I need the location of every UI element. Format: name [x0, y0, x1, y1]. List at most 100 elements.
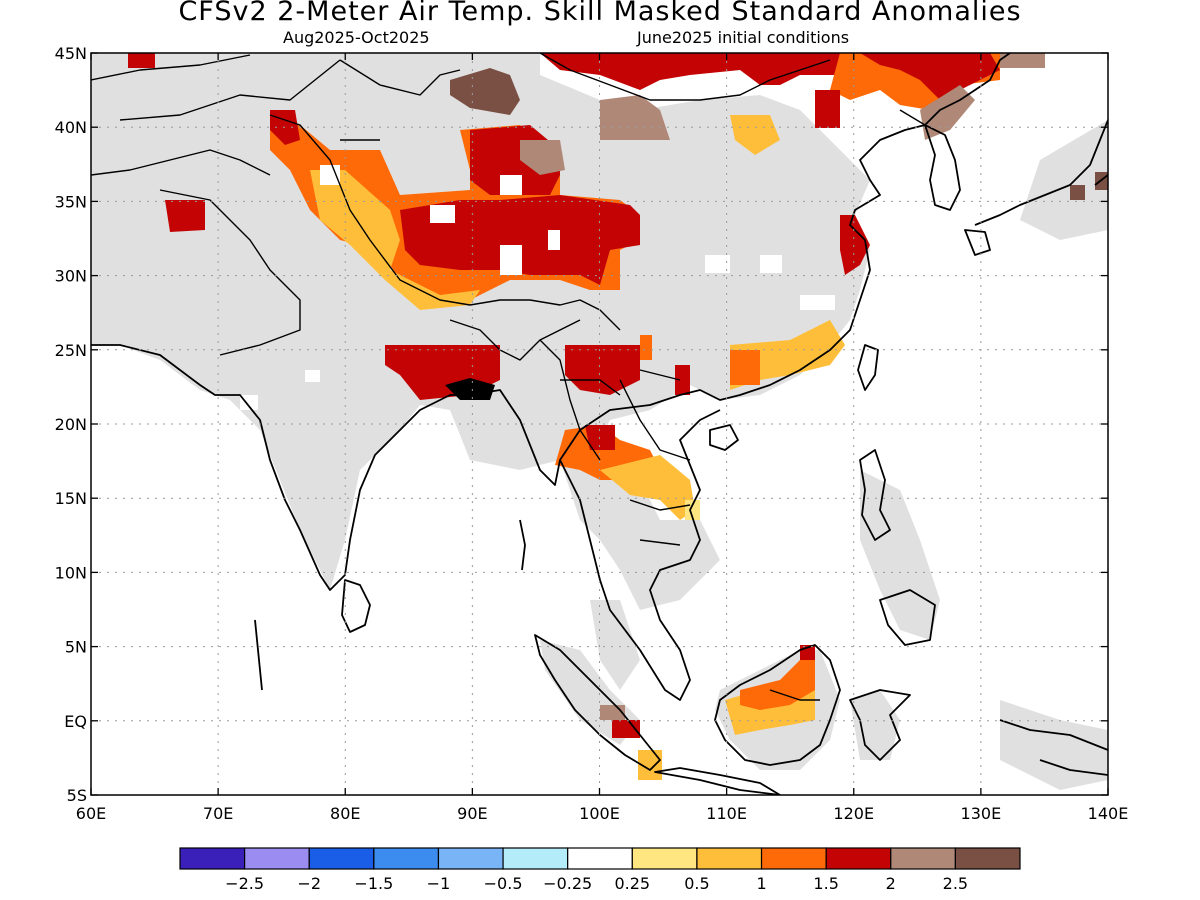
colorbar-swatch: [373, 847, 440, 870]
anomaly-region-borneo: [740, 660, 815, 710]
lat-tick-label: 15N: [55, 489, 87, 508]
lon-tick-label: 90E: [457, 804, 487, 823]
border-afghan-north: [91, 149, 271, 176]
masked-region-japan: [1020, 120, 1108, 240]
colorbar-swatch: [567, 847, 633, 870]
coastline-maldives: [254, 619, 263, 691]
coastline-india: [91, 53, 1011, 591]
coastline-kyushu: [964, 229, 991, 256]
white-patches: [240, 165, 835, 410]
anomaly-region-north-china: [815, 90, 840, 128]
coastline-mindanao: [879, 589, 936, 646]
colorbar-label: 1: [756, 874, 766, 893]
coastline-luzon: [859, 449, 891, 541]
colorbar-label: 2: [886, 874, 896, 893]
masked-region-malay: [590, 600, 640, 690]
anomaly-region-tarim-dark: [450, 68, 520, 115]
coastline-andaman: [519, 519, 526, 571]
border-north-korea: [899, 109, 926, 126]
coastline-borneo: [714, 644, 841, 766]
colorbar-label: −0.5: [484, 874, 523, 893]
anomaly-region-laos-orange: [640, 335, 652, 360]
anomaly-region-afghan: [165, 200, 205, 232]
anomaly-region-sumatra-red: [612, 720, 640, 738]
colorbar-label: −2: [297, 874, 321, 893]
anomaly-region-south-china-orange: [730, 350, 760, 385]
anomaly-region-jiangsu: [840, 215, 870, 275]
coastline-korea: [924, 124, 961, 211]
anomaly-region-tibet-yellow: [310, 170, 480, 310]
border-malaysia: [769, 689, 820, 701]
lon-tick-label: 80E: [330, 804, 360, 823]
anomaly-region-mongolia-north: [540, 53, 840, 90]
anomaly-region-west-red: [128, 53, 155, 68]
border-india-east: [449, 319, 681, 396]
coastline-java: [654, 767, 781, 795]
lon-tick-label: 100E: [579, 804, 620, 823]
anomaly-region-tibet-core: [400, 195, 640, 285]
anomaly-region-inner-mongolia-yellow: [730, 115, 780, 155]
coastline-taiwan: [857, 344, 879, 391]
colorbar-swatch: [244, 847, 310, 870]
coastline-layer: [91, 53, 1108, 795]
colorbar-label: 1.5: [813, 874, 838, 893]
colorbar-swatch: [890, 847, 956, 870]
anomaly-region-vietnam-north: [675, 365, 690, 395]
lat-tick-label: 45N: [55, 44, 87, 63]
coastline-sulawesi: [849, 689, 911, 761]
colorbar-swatch: [825, 847, 892, 870]
masked-area-layer: [91, 53, 1108, 790]
gridlines: [91, 53, 1108, 795]
border-thai-cambodia: [629, 499, 691, 546]
colorbar-label: 0.5: [684, 874, 709, 893]
map-frame: [90, 52, 1109, 796]
map-area: [91, 53, 1108, 795]
lat-tick-label: 40N: [55, 118, 87, 137]
lon-tick-label: 120E: [833, 804, 874, 823]
coastline-indochina: [559, 409, 721, 701]
coastline-hainan: [709, 424, 739, 451]
anomaly-region-manchuria-red: [860, 53, 1000, 100]
colorbar-swatch: [631, 847, 698, 870]
masked-region-papua: [1000, 700, 1108, 790]
lon-tick-label: 110E: [706, 804, 747, 823]
masked-region-indochina: [560, 450, 720, 610]
colorbar-label: 2.5: [943, 874, 968, 893]
lat-tick-label: EQ: [64, 712, 87, 731]
masked-region-sulawesi: [850, 690, 900, 760]
border-mongolia: [539, 53, 831, 101]
map-title: CFSv2 2-Meter Air Temp. Skill Masked Sta…: [178, 0, 1022, 27]
lon-tick-label: 70E: [203, 804, 233, 823]
lat-tick-label: 5S: [67, 786, 87, 805]
lon-tick-label: 130E: [961, 804, 1002, 823]
lat-tick-label: 30N: [55, 267, 87, 286]
colorbar-label: 0.25: [614, 874, 650, 893]
colorbar: [179, 847, 1021, 870]
colorbar-swatch: [954, 847, 1021, 870]
colorbar-swatch: [437, 847, 504, 870]
colorbar-swatch: [308, 847, 375, 870]
border-kazakh: [339, 59, 461, 141]
colorbar-label: −2.5: [225, 874, 264, 893]
colorbar-label: −0.25: [543, 874, 592, 893]
axis-ticks: [90, 52, 1109, 796]
border-central-asia: [91, 54, 341, 121]
latitude-labels: 45N 40N 35N 30N 25N 20N 15N 10N 5N EQ 5S: [55, 44, 87, 805]
colorbar-label: −1: [427, 874, 451, 893]
forecast-period: Aug2025-Oct2025: [283, 28, 430, 47]
masked-region-asia: [91, 53, 870, 590]
coastline-sumatra: [534, 634, 661, 771]
anomaly-region-west-brown: [1000, 53, 1045, 68]
colorbar-swatch: [502, 847, 569, 870]
longitude-labels: 60E 70E 80E 90E 100E 110E 120E 130E 140E: [76, 804, 1129, 823]
colorbar-swatch: [696, 847, 763, 870]
coastline-sri-lanka: [341, 579, 371, 633]
colorbar-swatch: [179, 847, 246, 870]
lat-tick-label: 10N: [55, 563, 87, 582]
colorbar-labels: −2.5 −2 −1.5 −1 −0.5 −0.25 0.25 0.5 1 1.5 2 2.5: [225, 874, 968, 893]
initial-conditions: June2025 initial conditions: [637, 28, 850, 47]
border-myanmar: [539, 339, 691, 461]
coastline-papua: [999, 719, 1108, 776]
lat-tick-label: 35N: [55, 192, 87, 211]
